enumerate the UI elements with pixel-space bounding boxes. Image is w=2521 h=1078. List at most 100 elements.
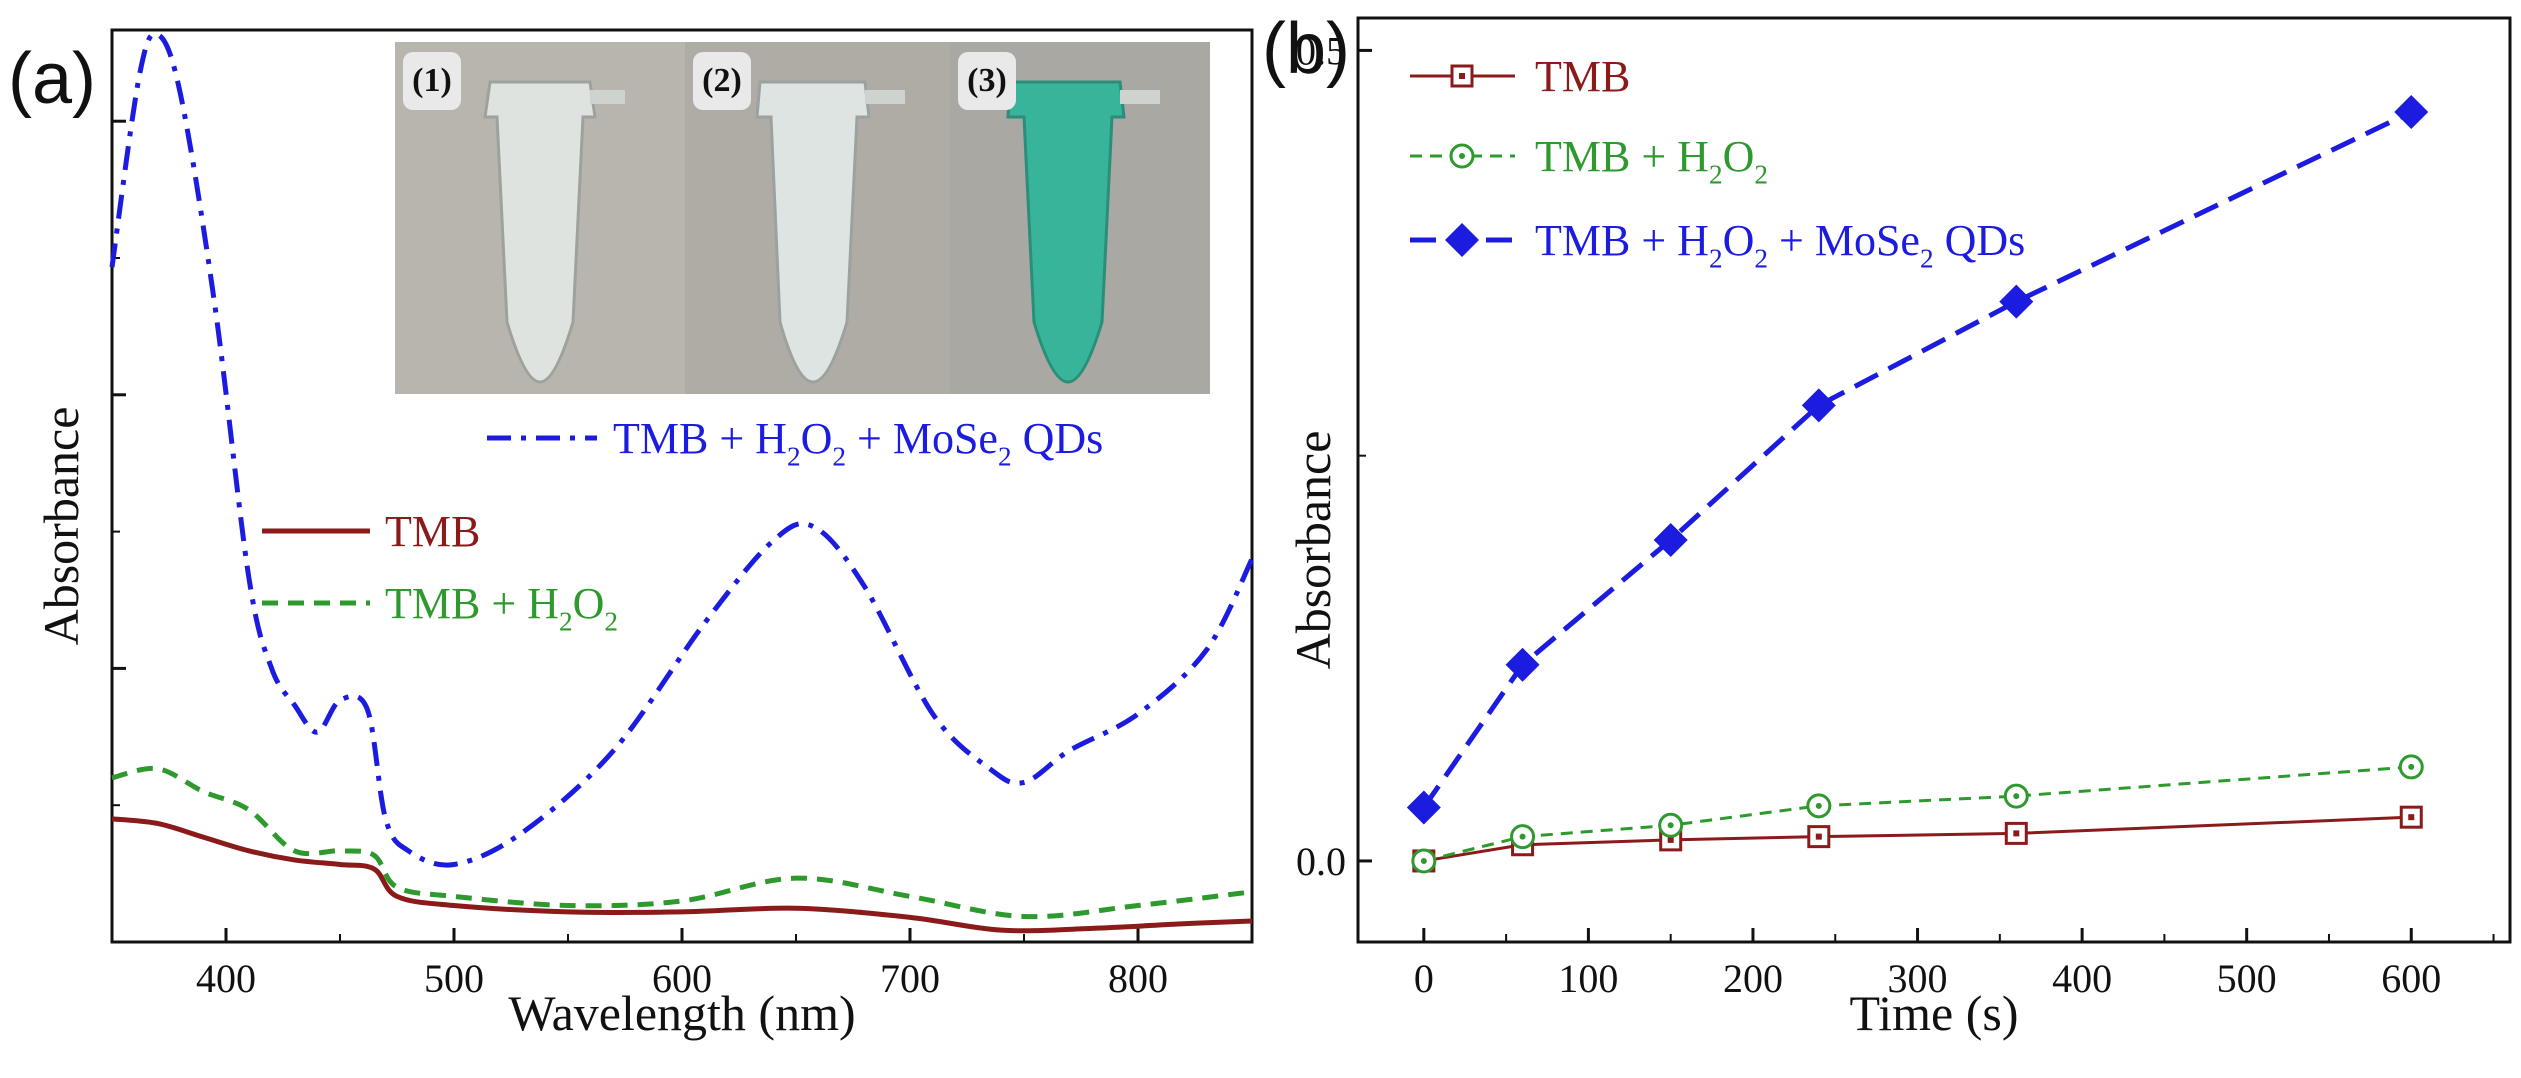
data-point-b-tmb-h2o2 bbox=[1411, 848, 1437, 874]
tube-3-body bbox=[1006, 80, 1126, 384]
legend-marker-b bbox=[1445, 223, 1479, 257]
x-tick-label-b: 400 bbox=[2052, 956, 2112, 1001]
series-line-b-tmb-h2o2-mose2-qds bbox=[1421, 109, 2413, 809]
text-part: O bbox=[573, 579, 605, 628]
x-axis-label-b: Time (s) bbox=[1849, 985, 2018, 1041]
subscript: 2 bbox=[604, 606, 618, 636]
tube-label-1: (1) bbox=[403, 52, 461, 110]
x-tick-label-b: 100 bbox=[1558, 956, 1618, 1001]
data-point-b-tmb-h2o2-mose2-qds bbox=[1653, 522, 1688, 557]
legend-marker-b bbox=[1449, 143, 1475, 169]
data-point-b-tmb-h2o2-mose2-qds bbox=[1999, 284, 2034, 319]
text-part: O bbox=[801, 414, 833, 463]
legend-marker-b-dot bbox=[1459, 73, 1465, 79]
text-part: QDs bbox=[1012, 414, 1104, 463]
x-tick-label-a: 700 bbox=[880, 956, 940, 1001]
subscript: 2 bbox=[1754, 159, 1768, 189]
data-point-b-tmb-h2o2-dot bbox=[2013, 793, 2020, 800]
data-point-b-tmb-h2o2-mose2-qds bbox=[1505, 647, 1540, 682]
legend-marker-b-dot bbox=[1459, 153, 1465, 159]
tube-1-icon bbox=[483, 80, 625, 384]
text-part: TMB + H bbox=[385, 579, 559, 628]
text-part: + MoSe bbox=[846, 414, 998, 463]
y-axis-label-b: Absorbance bbox=[1285, 431, 1341, 670]
subscript: 2 bbox=[998, 441, 1012, 471]
data-point-b-tmb-h2o2 bbox=[1510, 824, 1536, 850]
x-tick-label-b: 600 bbox=[2381, 956, 2441, 1001]
tube-2-cap bbox=[865, 90, 905, 104]
data-point-b-tmb-h2o2 bbox=[1806, 793, 1832, 819]
x-tick-label-a: 400 bbox=[196, 956, 256, 1001]
chart-b: 0 100 200 300 400 500 600 0.0 0.5 Time (s) Absorba… bbox=[1285, 16, 2512, 1041]
x-tick-label-b: 300 bbox=[1888, 956, 1948, 1001]
data-point-b-tmb-dot bbox=[2408, 814, 2415, 821]
data-point-b-tmb bbox=[2004, 821, 2028, 845]
chart-a: 400 500 600 700 800 Wavelength (nm) Absorbance… bbox=[33, 28, 1255, 1041]
series-line-a-tmb-h2o2-mose2-qds bbox=[109, 31, 1255, 868]
x-tick-label-b: 200 bbox=[1723, 956, 1783, 1001]
y-tick-label-b: 0.0 bbox=[1296, 839, 1346, 884]
data-point-b-tmb-h2o2 bbox=[2398, 754, 2424, 780]
subscript: 2 bbox=[1920, 243, 1934, 273]
subscript: 2 bbox=[1709, 159, 1723, 189]
subscript: 2 bbox=[1709, 243, 1723, 273]
tube-label-2: (2) bbox=[693, 52, 751, 110]
legend-label-a: TMB + H2O2 bbox=[385, 579, 618, 636]
x-axis-label-a: Wavelength (nm) bbox=[508, 985, 855, 1041]
series-line-b-tmb bbox=[1423, 815, 2412, 863]
y-axis-label-a: Absorbance bbox=[33, 407, 89, 646]
legend-label-b: TMB + H2O2 bbox=[1535, 132, 1768, 189]
subscript: 2 bbox=[787, 441, 801, 471]
legend-marker-b bbox=[1450, 64, 1474, 88]
data-point-b-tmb-h2o2-mose2-qds bbox=[1801, 388, 1836, 423]
y-tick-label-b: 0.5 bbox=[1296, 28, 1346, 73]
data-point-b-tmb-h2o2-mose2-qds bbox=[1406, 790, 1441, 825]
panel-label-b: (b) bbox=[1262, 9, 1350, 89]
data-point-b-tmb-h2o2 bbox=[1658, 812, 1684, 838]
subscript: 2 bbox=[832, 441, 846, 471]
legend-label-a: TMB bbox=[385, 507, 480, 556]
subscript: 2 bbox=[1754, 243, 1768, 273]
tube-panel-3: (3) bbox=[950, 42, 1210, 394]
data-point-b-tmb-h2o2 bbox=[2003, 783, 2029, 809]
tube-1-body bbox=[483, 80, 597, 384]
data-point-b-tmb-h2o2-dot bbox=[1420, 857, 1427, 864]
data-point-b-tmb-h2o2-dot bbox=[1815, 802, 1822, 809]
data-point-b-tmb bbox=[2399, 805, 2423, 829]
subscript: 2 bbox=[559, 606, 573, 636]
text-part: QDs bbox=[1934, 216, 2026, 265]
series-line-a-tmb bbox=[111, 816, 1253, 934]
x-tick-label-b: 0 bbox=[1414, 956, 1434, 1001]
x-tick-label-a: 500 bbox=[424, 956, 484, 1001]
text-part: + MoSe bbox=[1768, 216, 1920, 265]
tube-3-icon bbox=[1006, 80, 1160, 384]
panel-label-a: (a) bbox=[8, 39, 96, 119]
data-point-b-tmb-h2o2-mose2-qds bbox=[2394, 95, 2429, 130]
x-tick-label-a: 600 bbox=[652, 956, 712, 1001]
tube-2-body bbox=[755, 80, 871, 384]
text-part: TMB + H bbox=[1535, 132, 1709, 181]
tube-1-cap bbox=[590, 90, 625, 104]
data-point-b-tmb-dot bbox=[2013, 830, 2020, 837]
x-tick-label-a: 800 bbox=[1108, 956, 1168, 1001]
tube-3-cap bbox=[1120, 90, 1160, 104]
x-tick-label-b: 500 bbox=[2217, 956, 2277, 1001]
tube-panel-1: (1) bbox=[395, 42, 685, 394]
tube-label-3: (3) bbox=[958, 52, 1016, 110]
legend-label-b: TMB bbox=[1535, 52, 1630, 101]
data-point-b-tmb-h2o2-dot bbox=[1519, 833, 1526, 840]
text-part: TMB bbox=[1535, 52, 1630, 101]
text-part: TMB + H bbox=[613, 414, 787, 463]
data-point-b-tmb-dot bbox=[1815, 833, 1822, 840]
text-part: O bbox=[1723, 132, 1755, 181]
text-part: O bbox=[1723, 216, 1755, 265]
tube-2-icon bbox=[755, 80, 905, 384]
text-part: TMB bbox=[385, 507, 480, 556]
series-line-a-tmb-h2o2 bbox=[111, 765, 1253, 920]
tube-panel-2: (2) bbox=[685, 42, 950, 394]
data-point-b-tmb-dot bbox=[1667, 836, 1674, 843]
plot-frame-b bbox=[1356, 16, 2512, 944]
legend-label-b: TMB + H2O2 + MoSe2 QDs bbox=[1535, 216, 2025, 273]
data-point-b-tmb-h2o2-dot bbox=[2408, 763, 2415, 770]
